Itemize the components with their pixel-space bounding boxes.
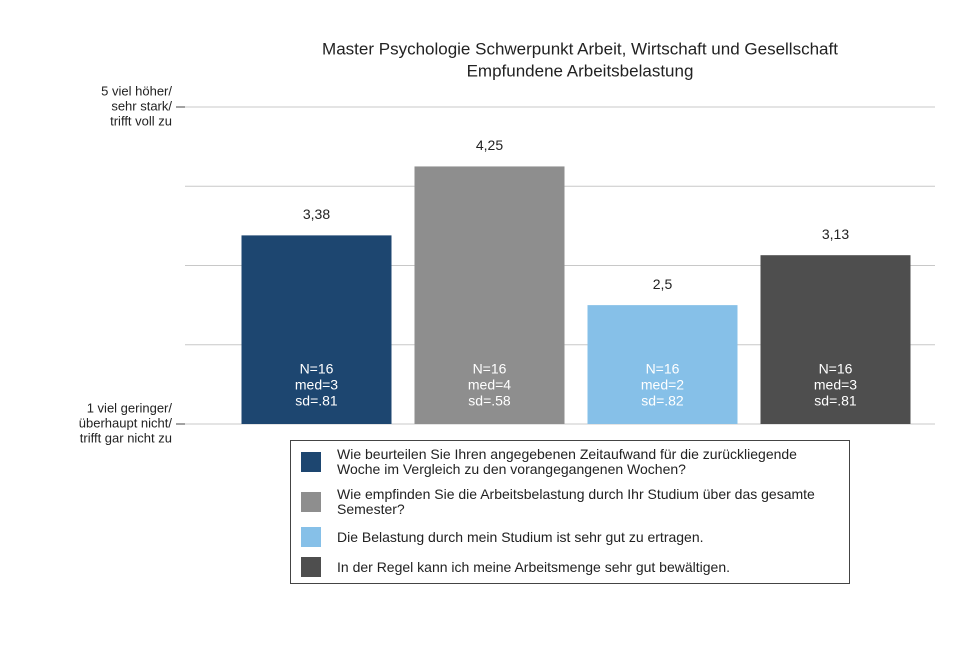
bar-note: N=16 [819, 361, 853, 377]
legend-label: Die Belastung durch mein Studium ist seh… [337, 528, 704, 545]
bar-note: N=16 [473, 361, 507, 377]
legend-label: In der Regel kann ich meine Arbeitsmenge… [337, 558, 731, 575]
y-tick-label: überhaupt nicht/ [79, 415, 173, 430]
chart-title: Empfundene Arbeitsbelastung [467, 61, 694, 80]
bar-note: N=16 [300, 361, 334, 377]
bar-note: med=4 [468, 377, 511, 393]
value-label: 4,25 [476, 137, 503, 153]
bar [414, 166, 565, 424]
legend-entry: Die Belastung durch mein Studium ist seh… [301, 527, 843, 547]
value-label: 3,38 [303, 206, 330, 222]
y-tick-label: trifft voll zu [110, 113, 172, 128]
legend-entry: In der Regel kann ich meine Arbeitsmenge… [301, 557, 843, 577]
value-label: 3,13 [822, 226, 849, 242]
y-tick-label: 5 viel höher/ [101, 83, 172, 98]
bar-note: med=3 [295, 377, 338, 393]
bar-note: med=2 [641, 377, 684, 393]
legend-label: Wie beurteilen Sie Ihren angegebenen Zei… [337, 446, 797, 477]
bar-note: sd=.81 [814, 393, 857, 409]
bar-note: sd=.82 [641, 393, 684, 409]
value-label: 2,5 [653, 276, 673, 292]
bar-note: sd=.58 [468, 393, 511, 409]
y-tick-label: trifft gar nicht zu [80, 430, 172, 445]
y-tick-label: sehr stark/ [111, 98, 172, 113]
y-tick-label: 1 viel geringer/ [87, 400, 173, 415]
bar [760, 255, 911, 424]
legend: Wie beurteilen Sie Ihren angegebenen Zei… [290, 440, 850, 584]
legend-swatch [301, 527, 321, 547]
legend-entry: Wie beurteilen Sie Ihren angegebenen Zei… [301, 447, 843, 477]
legend-entry: Wie empfinden Sie die Arbeitsbelastung d… [301, 487, 843, 517]
bar-note: N=16 [646, 361, 680, 377]
legend-label: Wie empfinden Sie die Arbeitsbelastung d… [337, 486, 815, 517]
legend-swatch [301, 452, 321, 472]
bar [241, 235, 392, 424]
bar [587, 305, 738, 424]
bar-note: med=3 [814, 377, 857, 393]
legend-swatch [301, 557, 321, 577]
chart-title: Master Psychologie Schwerpunkt Arbeit, W… [322, 39, 838, 58]
legend-swatch [301, 492, 321, 512]
bar-note: sd=.81 [295, 393, 338, 409]
